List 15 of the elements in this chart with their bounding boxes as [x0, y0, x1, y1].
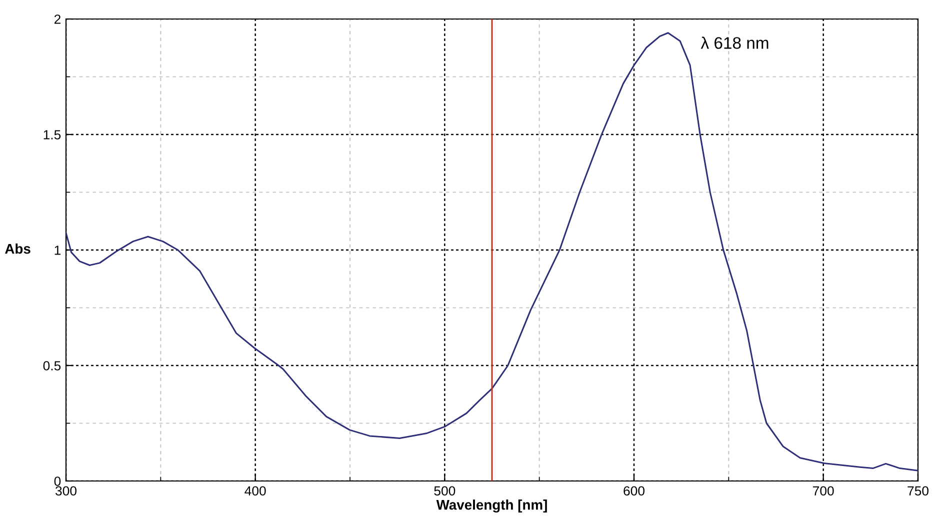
x-tick-label: 400 [244, 486, 266, 496]
y-tick-label: 1.5 [44, 130, 61, 140]
line-series [66, 32, 918, 472]
annotation: λ 618 nm [700, 36, 768, 49]
y-tick-label: 1 [54, 246, 60, 255]
y-tick-label: 2 [54, 14, 60, 24]
x-tick-label: 300 [55, 486, 76, 496]
x-tick-label: 750 [908, 486, 928, 496]
x-tick-label: 600 [624, 486, 644, 496]
x-tick-label: 700 [813, 486, 834, 496]
x-axis-title: Wavelength [nm] [436, 500, 547, 513]
y-tick-label: 0 [54, 476, 61, 486]
y-tick-label: 0.5 [43, 361, 61, 370]
x-tick-label: 500 [434, 486, 456, 496]
y-axis-title: Abs [5, 244, 30, 254]
